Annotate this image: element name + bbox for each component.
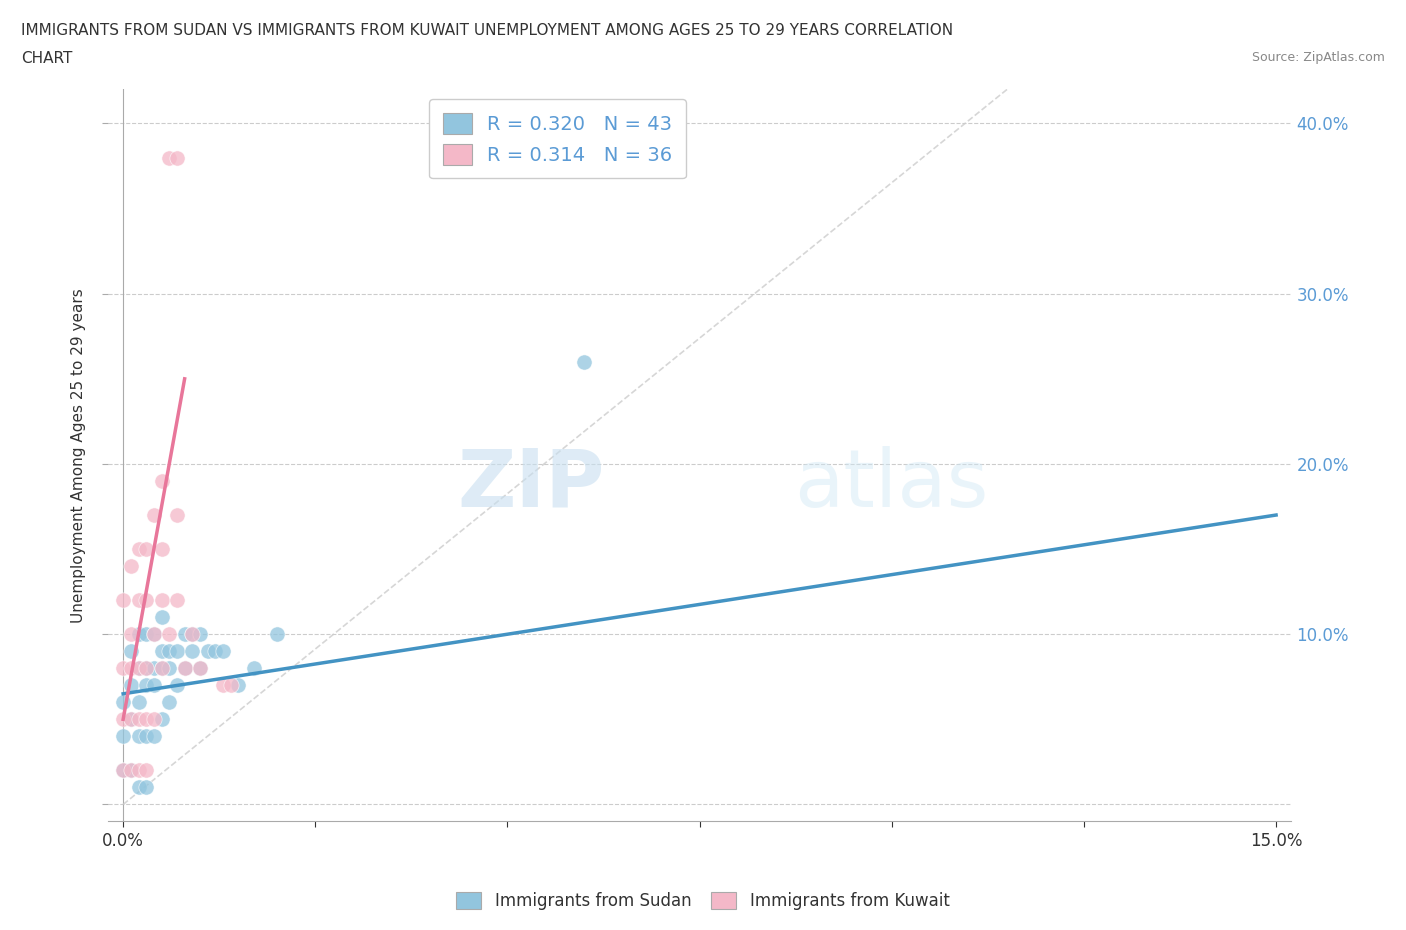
Point	[135, 592, 157, 607]
Point	[112, 711, 135, 726]
Point	[128, 661, 150, 676]
Point	[120, 711, 142, 726]
Point	[150, 661, 173, 676]
Text: Source: ZipAtlas.com: Source: ZipAtlas.com	[1251, 51, 1385, 64]
Text: IMMIGRANTS FROM SUDAN VS IMMIGRANTS FROM KUWAIT UNEMPLOYMENT AMONG AGES 25 TO 29: IMMIGRANTS FROM SUDAN VS IMMIGRANTS FROM…	[21, 23, 953, 38]
Point	[181, 627, 204, 642]
Point	[150, 661, 173, 676]
Legend: Immigrants from Sudan, Immigrants from Kuwait: Immigrants from Sudan, Immigrants from K…	[450, 885, 956, 917]
Point	[128, 541, 150, 556]
Point	[142, 627, 165, 642]
Point	[120, 627, 142, 642]
Point	[157, 661, 180, 676]
Point	[135, 763, 157, 777]
Point	[150, 644, 173, 658]
Point	[157, 627, 180, 642]
Point	[212, 678, 235, 693]
Point	[142, 661, 165, 676]
Point	[243, 661, 266, 676]
Point	[150, 592, 173, 607]
Point	[128, 780, 150, 795]
Point	[112, 763, 135, 777]
Point	[188, 627, 211, 642]
Point	[166, 678, 188, 693]
Point	[197, 644, 219, 658]
Point	[135, 661, 157, 676]
Point	[120, 711, 142, 726]
Point	[157, 644, 180, 658]
Point	[142, 729, 165, 744]
Point	[150, 473, 173, 488]
Point	[166, 644, 188, 658]
Point	[228, 678, 250, 693]
Point	[135, 780, 157, 795]
Point	[173, 627, 195, 642]
Point	[128, 729, 150, 744]
Point	[150, 541, 173, 556]
Point	[128, 661, 150, 676]
Point	[157, 695, 180, 710]
Point	[142, 508, 165, 523]
Point	[128, 711, 150, 726]
Point	[142, 711, 165, 726]
Point	[128, 763, 150, 777]
Point	[120, 661, 142, 676]
Point	[173, 661, 195, 676]
Text: ZIP: ZIP	[458, 445, 605, 524]
Point	[112, 592, 135, 607]
Point	[150, 610, 173, 625]
Point	[128, 592, 150, 607]
Point	[142, 627, 165, 642]
Point	[150, 711, 173, 726]
Point	[166, 150, 188, 165]
Point	[188, 661, 211, 676]
Point	[219, 678, 242, 693]
Point	[120, 644, 142, 658]
Point	[135, 627, 157, 642]
Point	[181, 644, 204, 658]
Point	[120, 678, 142, 693]
Point	[266, 627, 288, 642]
Text: CHART: CHART	[21, 51, 73, 66]
Legend: R = 0.320   N = 43, R = 0.314   N = 36: R = 0.320 N = 43, R = 0.314 N = 36	[429, 100, 686, 179]
Point	[166, 592, 188, 607]
Point	[188, 661, 211, 676]
Point	[135, 678, 157, 693]
Point	[135, 711, 157, 726]
Point	[120, 763, 142, 777]
Point	[112, 695, 135, 710]
Point	[574, 354, 596, 369]
Point	[120, 559, 142, 574]
Point	[157, 150, 180, 165]
Point	[128, 695, 150, 710]
Point	[166, 508, 188, 523]
Point	[212, 644, 235, 658]
Point	[128, 627, 150, 642]
Point	[120, 763, 142, 777]
Point	[135, 729, 157, 744]
Point	[135, 541, 157, 556]
Point	[181, 627, 204, 642]
Y-axis label: Unemployment Among Ages 25 to 29 years: Unemployment Among Ages 25 to 29 years	[72, 288, 86, 623]
Point	[142, 678, 165, 693]
Point	[112, 763, 135, 777]
Text: atlas: atlas	[794, 445, 988, 524]
Point	[204, 644, 226, 658]
Point	[173, 661, 195, 676]
Point	[135, 661, 157, 676]
Point	[112, 661, 135, 676]
Point	[112, 729, 135, 744]
